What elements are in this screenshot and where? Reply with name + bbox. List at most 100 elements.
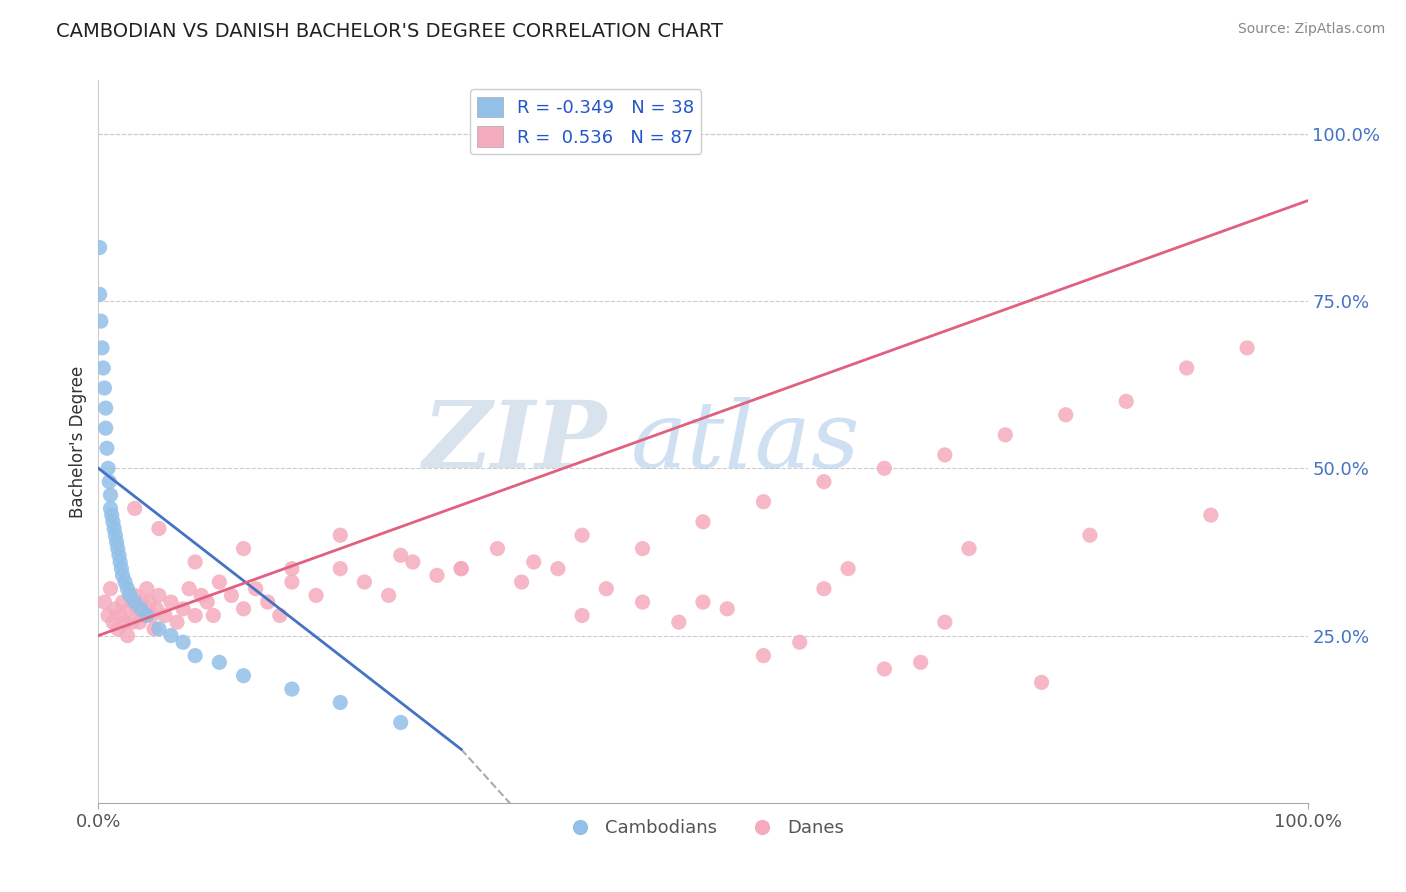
Point <box>269 608 291 623</box>
Point <box>329 696 352 710</box>
Point <box>692 515 714 529</box>
Point <box>160 628 183 642</box>
Point <box>89 241 111 255</box>
Point <box>1078 528 1101 542</box>
Point <box>208 575 231 590</box>
Point <box>103 521 125 535</box>
Point <box>108 555 131 569</box>
Point <box>114 615 136 630</box>
Point <box>329 528 352 542</box>
Point <box>94 421 117 435</box>
Point <box>100 488 122 502</box>
Point <box>100 501 122 516</box>
Point <box>873 662 896 676</box>
Point <box>232 669 254 683</box>
Point <box>221 589 243 603</box>
Point <box>910 655 932 669</box>
Point <box>145 602 167 616</box>
Point <box>389 548 412 563</box>
Point <box>547 562 569 576</box>
Point <box>104 602 127 616</box>
Point <box>1175 361 1198 376</box>
Point <box>148 589 170 603</box>
Point <box>105 534 128 549</box>
Point <box>166 615 188 630</box>
Point <box>281 575 304 590</box>
Point <box>107 622 129 636</box>
Point <box>1236 341 1258 355</box>
Point <box>789 635 811 649</box>
Point <box>184 608 207 623</box>
Point <box>91 361 114 376</box>
Y-axis label: Bachelor's Degree: Bachelor's Degree <box>69 366 87 517</box>
Point <box>281 562 304 576</box>
Point <box>93 595 115 609</box>
Point <box>1031 675 1053 690</box>
Point <box>101 515 124 529</box>
Point <box>135 582 157 596</box>
Point <box>91 341 114 355</box>
Point <box>96 442 118 455</box>
Point <box>160 595 183 609</box>
Point <box>94 401 117 416</box>
Point <box>595 582 617 596</box>
Point <box>141 608 163 623</box>
Text: CAMBODIAN VS DANISH BACHELOR'S DEGREE CORRELATION CHART: CAMBODIAN VS DANISH BACHELOR'S DEGREE CO… <box>56 22 723 41</box>
Point <box>510 575 533 590</box>
Point <box>148 622 170 636</box>
Legend: Cambodians, Danes: Cambodians, Danes <box>554 812 852 845</box>
Point <box>523 555 546 569</box>
Point <box>114 575 136 590</box>
Point <box>117 628 139 642</box>
Point <box>190 589 212 603</box>
Point <box>97 461 120 475</box>
Point <box>138 595 160 609</box>
Point <box>994 427 1017 442</box>
Point <box>668 615 690 630</box>
Point <box>281 681 304 696</box>
Point <box>100 508 122 523</box>
Point <box>426 568 449 582</box>
Point <box>232 541 254 556</box>
Point <box>124 501 146 516</box>
Point <box>117 582 139 596</box>
Point <box>329 562 352 576</box>
Point <box>934 448 956 462</box>
Point <box>353 575 375 590</box>
Point <box>571 528 593 542</box>
Point <box>813 475 835 489</box>
Point <box>93 381 115 395</box>
Point <box>124 589 146 603</box>
Point <box>195 595 218 609</box>
Point <box>486 541 509 556</box>
Point <box>1054 408 1077 422</box>
Point <box>104 528 127 542</box>
Point <box>129 602 152 616</box>
Point <box>202 608 225 623</box>
Point <box>256 595 278 609</box>
Point <box>184 648 207 663</box>
Point <box>389 715 412 730</box>
Point <box>692 595 714 609</box>
Point <box>127 602 149 616</box>
Point <box>179 582 201 596</box>
Point <box>101 615 124 630</box>
Text: ZIP: ZIP <box>422 397 606 486</box>
Point <box>131 595 153 609</box>
Point <box>377 589 399 603</box>
Point <box>124 595 146 609</box>
Point <box>232 602 254 616</box>
Point <box>402 555 425 569</box>
Point <box>208 655 231 669</box>
Point <box>118 589 141 603</box>
Point <box>631 541 654 556</box>
Point <box>110 562 132 576</box>
Point <box>111 568 134 582</box>
Point <box>89 287 111 301</box>
Point <box>118 602 141 616</box>
Point <box>108 608 131 623</box>
Point <box>134 608 156 623</box>
Point <box>450 562 472 576</box>
Point <box>172 635 194 649</box>
Point <box>143 622 166 636</box>
